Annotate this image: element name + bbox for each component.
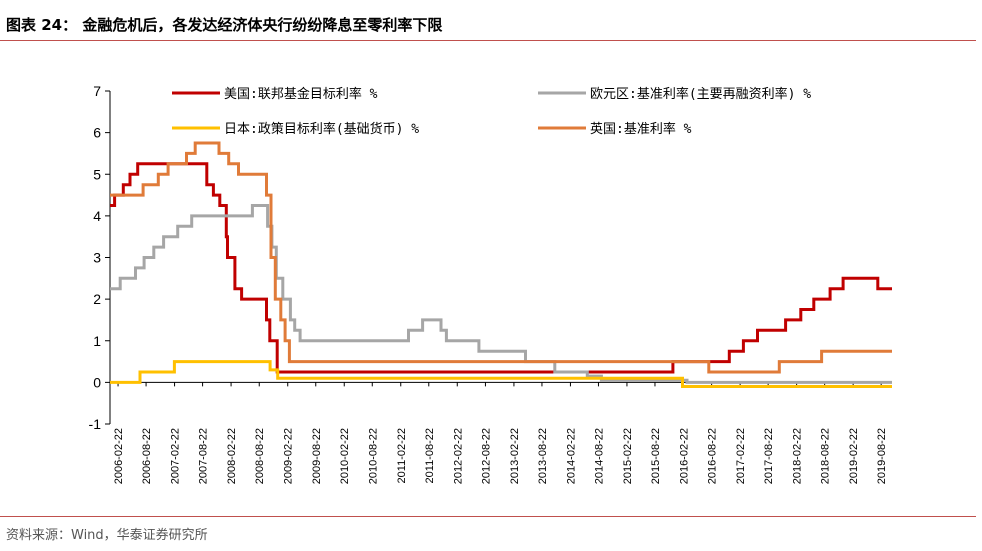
x-tick-label: 2018-08-22 xyxy=(820,428,832,484)
title-rule xyxy=(0,40,976,41)
x-tick-label: 2014-02-22 xyxy=(565,428,577,484)
x-tick-label: 2010-02-22 xyxy=(339,428,351,484)
x-tick-label: 2009-08-22 xyxy=(311,428,323,484)
x-tick-label: 2016-08-22 xyxy=(707,428,719,484)
chart-legend: 美国:联邦基金目标利率 % 欧元区:基准利率(主要再融资利率) % 日本:政策目标利… xyxy=(172,86,811,137)
legend-label-4: 英国:基准利率 % xyxy=(590,121,692,137)
y-tick-label: 1 xyxy=(93,333,101,349)
x-tick-label: 2019-02-22 xyxy=(848,428,860,484)
series-line-1 xyxy=(110,162,892,374)
series-lines xyxy=(110,141,892,388)
x-tick-label: 2013-02-22 xyxy=(509,428,521,484)
x-tick-label: 2007-08-22 xyxy=(198,428,210,484)
x-tick-labels: 2006-02-22 2006-08-22 2007-02-22 2007-08-22… xyxy=(113,382,888,484)
x-tick-label: 2015-02-22 xyxy=(622,428,634,484)
y-tick-label: 2 xyxy=(93,291,101,307)
x-tick-label: 2011-08-22 xyxy=(424,428,436,483)
x-tick-label: 2007-02-22 xyxy=(170,428,182,484)
y-tick-labels: -1 0 1 2 3 4 5 6 7 xyxy=(89,83,110,432)
x-tick-label: 2009-02-22 xyxy=(283,428,295,484)
y-tick-label: 3 xyxy=(93,250,101,266)
x-tick-label: 2015-08-22 xyxy=(650,428,662,484)
source-rule xyxy=(0,516,976,517)
y-tick-label: 4 xyxy=(93,208,101,224)
x-tick-label: 2011-02-22 xyxy=(396,428,408,483)
legend-label-2: 欧元区:基准利率(主要再融资利率) % xyxy=(590,86,811,102)
x-tick-label: 2017-08-22 xyxy=(763,428,775,484)
x-tick-label: 2008-02-22 xyxy=(226,428,238,484)
x-tick-label: 2016-02-22 xyxy=(678,428,690,484)
y-tick-label: 5 xyxy=(93,166,101,182)
figure-title: 图表 24： 金融危机后，各发达经济体央行纷纷降息至零利率下限 xyxy=(6,16,443,34)
rate-chart: -1 0 1 2 3 4 5 6 7 2006-02-22 2006-08-22 2007-02-2… xyxy=(89,83,892,484)
x-tick-label: 2017-02-22 xyxy=(735,428,747,484)
x-tick-label: 2014-08-22 xyxy=(593,428,605,484)
source-note: 资料来源：Wind，华泰证券研究所 xyxy=(6,528,208,543)
y-tick-label: 6 xyxy=(93,125,101,141)
legend-label-1: 美国:联邦基金目标利率 % xyxy=(224,86,378,102)
series-line-4 xyxy=(110,141,892,374)
x-tick-label: 2012-02-22 xyxy=(452,428,464,484)
x-tick-label: 2006-08-22 xyxy=(141,428,153,484)
x-tick-label: 2012-08-22 xyxy=(480,428,492,484)
x-tick-label: 2010-08-22 xyxy=(367,428,379,484)
x-tick-label: 2008-08-22 xyxy=(254,428,266,484)
series-line-3 xyxy=(110,360,892,388)
y-tick-label: 7 xyxy=(93,83,101,99)
x-tick-label: 2018-02-22 xyxy=(792,428,804,484)
x-tick-label: 2006-02-22 xyxy=(113,428,125,484)
y-tick-label: 0 xyxy=(93,374,101,390)
x-tick-label: 2019-08-22 xyxy=(876,428,888,484)
x-tick-label: 2013-08-22 xyxy=(537,428,549,484)
y-tick-label: -1 xyxy=(89,416,102,432)
legend-label-3: 日本:政策目标利率(基础货币) % xyxy=(224,121,419,137)
